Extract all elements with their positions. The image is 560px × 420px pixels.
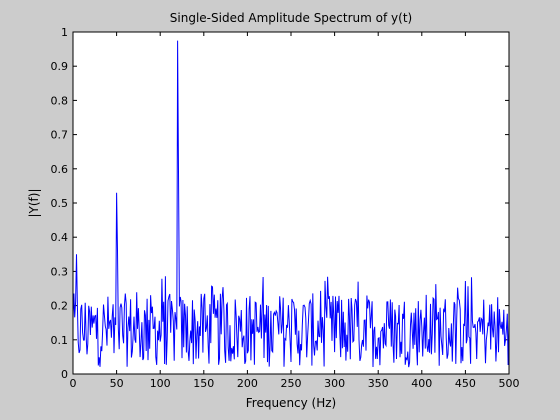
series-0-line [72,40,510,368]
y-tick-label: 0.7 [51,129,69,142]
x-tick-label: 200 [237,377,258,390]
y-axis-label: |Y(f)| [27,188,41,217]
x-tick-label: 250 [281,377,302,390]
y-tick-label: 0.2 [51,300,69,313]
y-tick-label: 0.6 [51,163,69,176]
x-tick-label: 300 [324,377,345,390]
x-tick-label: 150 [193,377,214,390]
y-tick-label: 0 [61,368,68,381]
y-tick-label: 0.3 [51,265,69,278]
y-tick-label: 0.8 [51,94,69,107]
x-tick-label: 350 [368,377,389,390]
axis-ticks: 0 50 100 150 200 250 300 350 400 450 500 0 0.1 0.2 0.3… [51,26,520,390]
chart-title: Single-Sided Amplitude Spectrum of y(t) [170,11,412,25]
y-tick-label: 1 [61,26,68,39]
y-tick-label: 0.9 [51,60,69,73]
x-tick-label: 400 [411,377,432,390]
x-tick-label: 50 [110,377,124,390]
y-tick-label: 0.5 [51,197,69,210]
axes-box [72,31,510,375]
y-tick-label: 0.1 [51,334,69,347]
x-axis-label: Frequency (Hz) [246,396,337,410]
x-tick-label: 0 [70,377,77,390]
x-tick-label: 450 [455,377,476,390]
x-tick-label: 100 [150,377,171,390]
y-tick-label: 0.4 [51,231,69,244]
x-tick-label: 500 [499,377,520,390]
